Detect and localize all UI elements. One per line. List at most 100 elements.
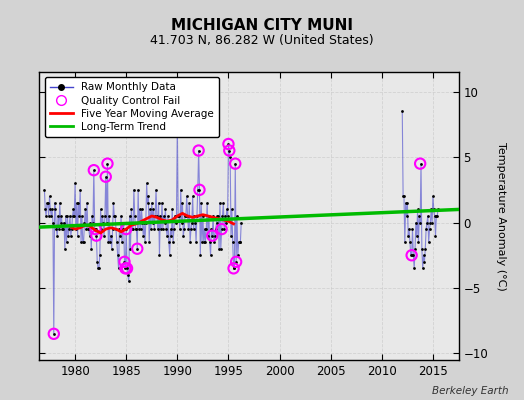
Point	[143, 200, 151, 206]
Point	[423, 219, 431, 226]
Point	[125, 278, 133, 285]
Point	[188, 219, 196, 226]
Point	[216, 200, 224, 206]
Point	[173, 121, 181, 128]
Point	[198, 239, 206, 245]
Point	[85, 232, 94, 239]
Point	[194, 147, 203, 154]
Point	[87, 246, 95, 252]
Point	[118, 226, 127, 232]
Point	[139, 232, 147, 239]
Point	[236, 239, 245, 245]
Point	[234, 252, 242, 258]
Point	[115, 226, 124, 232]
Point	[152, 213, 161, 219]
Point	[162, 226, 170, 232]
Point	[114, 265, 123, 272]
Y-axis label: Temperature Anomaly (°C): Temperature Anomaly (°C)	[496, 142, 506, 290]
Point	[165, 239, 173, 245]
Point	[407, 252, 415, 258]
Point	[73, 200, 81, 206]
Point	[419, 252, 428, 258]
Point	[76, 187, 84, 193]
Point	[408, 252, 416, 258]
Point	[434, 206, 442, 213]
Point	[57, 213, 66, 219]
Point	[192, 239, 200, 245]
Point	[199, 213, 207, 219]
Point	[217, 226, 226, 232]
Point	[137, 206, 146, 213]
Point	[176, 226, 184, 232]
Point	[219, 213, 227, 219]
Point	[193, 187, 202, 193]
Point	[113, 239, 121, 245]
Point	[70, 213, 79, 219]
Point	[166, 252, 174, 258]
Point	[114, 252, 122, 258]
Point	[75, 213, 83, 219]
Point	[228, 239, 237, 245]
Point	[72, 226, 80, 232]
Point	[400, 193, 408, 200]
Point	[203, 200, 211, 206]
Point	[53, 232, 61, 239]
Point	[67, 232, 75, 239]
Point	[60, 219, 68, 226]
Point	[206, 252, 215, 258]
Point	[163, 232, 171, 239]
Point	[106, 239, 114, 245]
Point	[194, 147, 203, 154]
Point	[46, 206, 54, 213]
Point	[155, 252, 163, 258]
Point	[212, 226, 220, 232]
Point	[230, 265, 238, 272]
Point	[56, 200, 64, 206]
Point	[433, 213, 441, 219]
Point	[159, 226, 167, 232]
Point	[82, 226, 90, 232]
Point	[77, 239, 85, 245]
Point	[97, 226, 106, 232]
Point	[421, 246, 430, 252]
Point	[427, 206, 435, 213]
Point	[92, 232, 101, 239]
Point	[48, 206, 56, 213]
Point	[180, 226, 188, 232]
Point	[174, 213, 182, 219]
Point	[184, 226, 193, 232]
Point	[80, 219, 89, 226]
Point	[50, 200, 59, 206]
Legend: Raw Monthly Data, Quality Control Fail, Five Year Moving Average, Long-Term Tren: Raw Monthly Data, Quality Control Fail, …	[45, 77, 219, 137]
Point	[225, 147, 234, 154]
Point	[121, 259, 129, 265]
Point	[54, 213, 62, 219]
Point	[193, 213, 201, 219]
Point	[132, 226, 140, 232]
Point	[408, 252, 416, 258]
Point	[63, 213, 72, 219]
Point	[151, 213, 159, 219]
Point	[90, 167, 98, 173]
Point	[123, 265, 131, 272]
Point	[61, 213, 70, 219]
Point	[140, 219, 148, 226]
Point	[226, 154, 234, 160]
Point	[227, 232, 235, 239]
Point	[415, 213, 423, 219]
Point	[68, 226, 76, 232]
Point	[57, 219, 65, 226]
Point	[127, 206, 136, 213]
Point	[109, 200, 117, 206]
Point	[409, 252, 418, 258]
Point	[92, 232, 101, 239]
Point	[210, 239, 218, 245]
Point	[96, 206, 105, 213]
Point	[83, 200, 91, 206]
Point	[233, 213, 241, 219]
Point	[95, 252, 104, 258]
Point	[147, 226, 155, 232]
Point	[424, 239, 433, 245]
Point	[102, 174, 110, 180]
Point	[41, 206, 49, 213]
